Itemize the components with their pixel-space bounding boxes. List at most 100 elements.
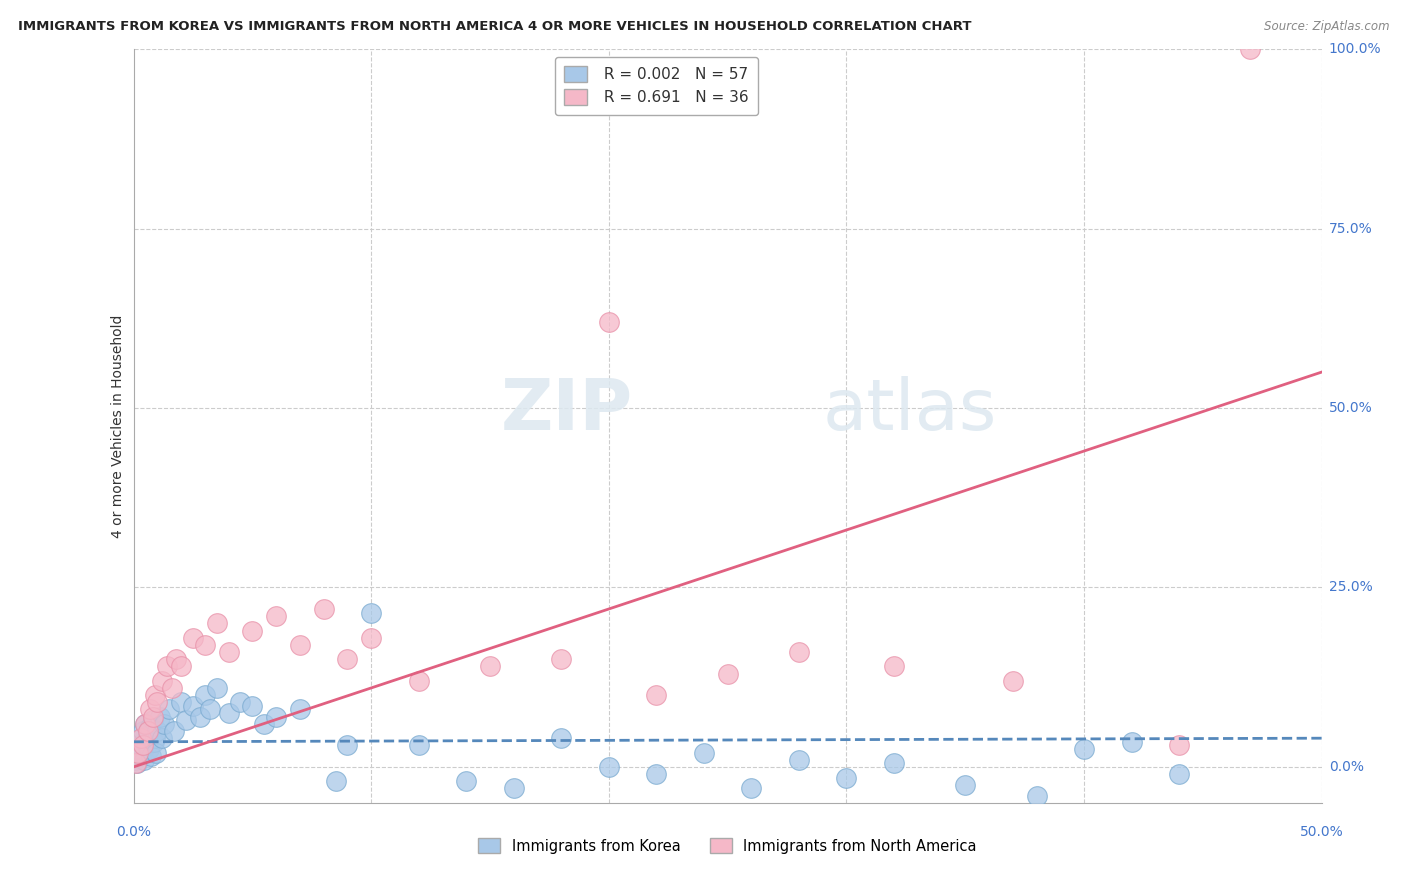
- Point: [141, 749, 163, 764]
- Point: [127, 746, 149, 760]
- Point: [165, 652, 187, 666]
- Point: [150, 731, 173, 746]
- Point: [127, 756, 149, 771]
- Point: [125, 756, 148, 771]
- Point: [253, 716, 276, 731]
- Point: [156, 659, 179, 673]
- Point: [1239, 42, 1261, 56]
- Point: [598, 760, 620, 774]
- Point: [205, 681, 228, 695]
- Point: [181, 698, 204, 713]
- Point: [883, 756, 905, 771]
- Text: 50.0%: 50.0%: [1299, 825, 1344, 839]
- Point: [502, 781, 524, 796]
- Text: 0.0%: 0.0%: [1329, 760, 1364, 774]
- Point: [456, 774, 478, 789]
- Point: [1001, 673, 1024, 688]
- Point: [170, 695, 193, 709]
- Point: [170, 659, 193, 673]
- Point: [132, 724, 155, 739]
- Point: [129, 731, 152, 746]
- Point: [218, 706, 240, 720]
- Point: [550, 731, 572, 746]
- Point: [143, 688, 166, 702]
- Point: [835, 771, 858, 785]
- Point: [1168, 767, 1191, 781]
- Point: [143, 731, 166, 746]
- Text: 50.0%: 50.0%: [1329, 401, 1372, 415]
- Point: [218, 645, 240, 659]
- Point: [157, 702, 180, 716]
- Point: [787, 645, 810, 659]
- Point: [787, 753, 810, 767]
- Point: [693, 746, 716, 760]
- Point: [188, 709, 211, 723]
- Point: [242, 698, 264, 713]
- Point: [145, 746, 167, 760]
- Point: [125, 742, 148, 756]
- Point: [598, 315, 620, 329]
- Text: ZIP: ZIP: [501, 376, 633, 445]
- Point: [645, 767, 668, 781]
- Point: [288, 638, 311, 652]
- Point: [1121, 735, 1143, 749]
- Point: [138, 742, 160, 756]
- Point: [336, 652, 359, 666]
- Point: [408, 673, 430, 688]
- Point: [408, 739, 430, 753]
- Point: [136, 724, 159, 739]
- Point: [953, 778, 976, 792]
- Point: [142, 709, 165, 723]
- Point: [153, 716, 176, 731]
- Point: [134, 716, 156, 731]
- Point: [194, 638, 217, 652]
- Point: [131, 746, 153, 760]
- Point: [174, 713, 197, 727]
- Point: [128, 749, 150, 764]
- Point: [242, 624, 264, 638]
- Point: [135, 739, 157, 753]
- Point: [142, 735, 165, 749]
- Point: [360, 606, 382, 620]
- Point: [134, 753, 156, 767]
- Point: [139, 721, 162, 735]
- Point: [645, 688, 668, 702]
- Point: [717, 666, 740, 681]
- Point: [1025, 789, 1047, 803]
- Point: [288, 702, 311, 716]
- Point: [264, 609, 287, 624]
- Point: [163, 724, 186, 739]
- Point: [127, 739, 149, 753]
- Point: [740, 781, 762, 796]
- Point: [146, 695, 169, 709]
- Point: [181, 631, 204, 645]
- Point: [325, 774, 347, 789]
- Text: atlas: atlas: [823, 376, 997, 445]
- Point: [160, 681, 183, 695]
- Point: [129, 731, 152, 746]
- Point: [198, 702, 221, 716]
- Point: [478, 659, 502, 673]
- Point: [146, 724, 169, 739]
- Point: [1168, 739, 1191, 753]
- Legend: Immigrants from Korea, Immigrants from North America: Immigrants from Korea, Immigrants from N…: [472, 832, 983, 860]
- Text: 100.0%: 100.0%: [1329, 42, 1381, 56]
- Text: Source: ZipAtlas.com: Source: ZipAtlas.com: [1264, 20, 1389, 33]
- Point: [883, 659, 905, 673]
- Point: [229, 695, 252, 709]
- Point: [132, 739, 155, 753]
- Point: [550, 652, 572, 666]
- Point: [134, 716, 156, 731]
- Point: [194, 688, 217, 702]
- Y-axis label: 4 or more Vehicles in Household: 4 or more Vehicles in Household: [111, 314, 125, 538]
- Point: [1073, 742, 1095, 756]
- Point: [360, 631, 382, 645]
- Text: IMMIGRANTS FROM KOREA VS IMMIGRANTS FROM NORTH AMERICA 4 OR MORE VEHICLES IN HOU: IMMIGRANTS FROM KOREA VS IMMIGRANTS FROM…: [18, 20, 972, 33]
- Text: 75.0%: 75.0%: [1329, 221, 1372, 235]
- Point: [336, 739, 359, 753]
- Point: [150, 673, 173, 688]
- Point: [124, 753, 146, 767]
- Point: [139, 702, 162, 716]
- Text: 25.0%: 25.0%: [1329, 581, 1372, 594]
- Point: [312, 602, 335, 616]
